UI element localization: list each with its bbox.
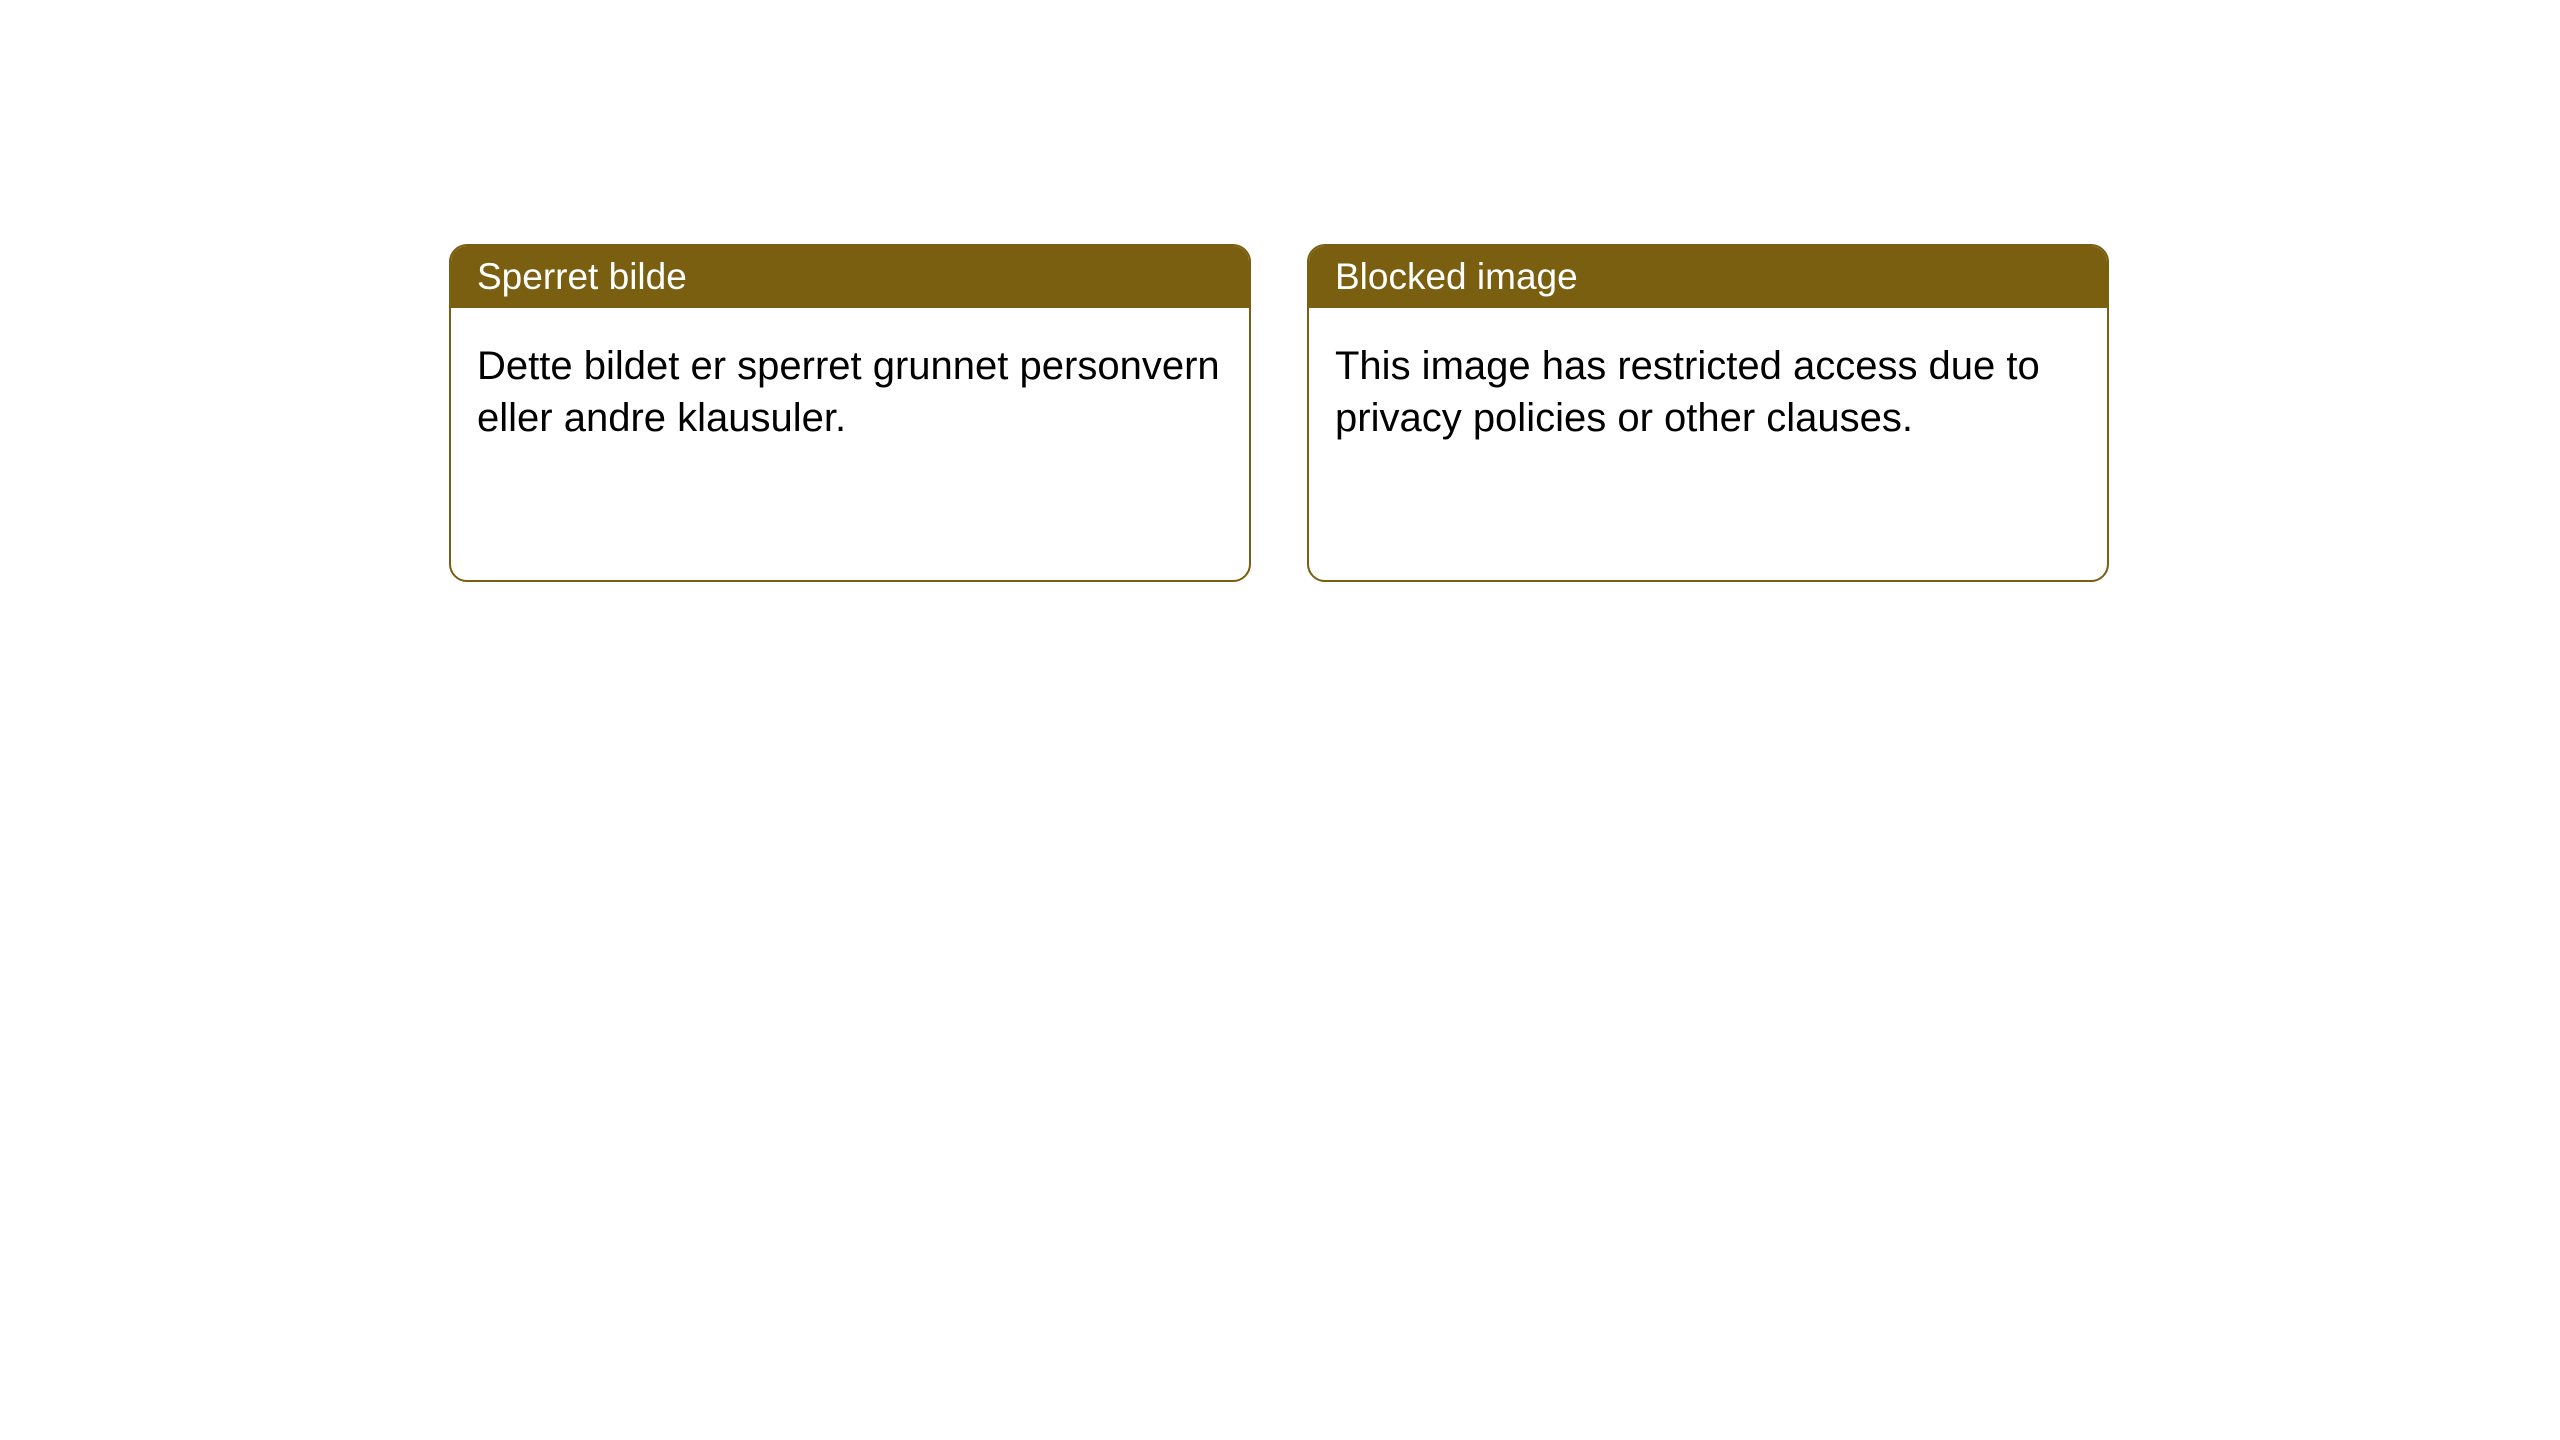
notice-header-norwegian: Sperret bilde [451,246,1249,308]
notice-body-english: This image has restricted access due to … [1309,308,2107,580]
notice-card-norwegian: Sperret bilde Dette bildet er sperret gr… [449,244,1251,582]
notice-cards-container: Sperret bilde Dette bildet er sperret gr… [449,244,2109,582]
notice-card-english: Blocked image This image has restricted … [1307,244,2109,582]
notice-header-english: Blocked image [1309,246,2107,308]
notice-body-norwegian: Dette bildet er sperret grunnet personve… [451,308,1249,580]
